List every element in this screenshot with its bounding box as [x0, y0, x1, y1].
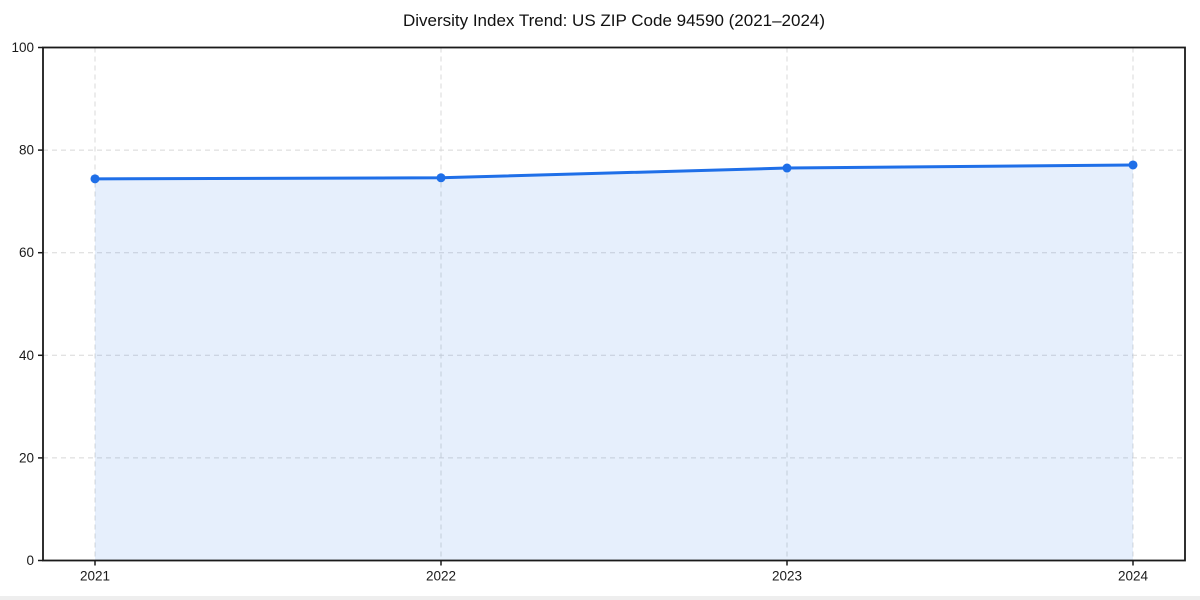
y-tick-label: 60 — [19, 245, 34, 260]
chart-title: Diversity Index Trend: US ZIP Code 94590… — [402, 11, 826, 30]
area-fill — [95, 164, 1133, 561]
axis-spines — [42, 46, 1186, 562]
data-point-marker — [1128, 160, 1138, 170]
y-tick-label: 40 — [19, 348, 34, 363]
data-point-marker — [782, 163, 792, 173]
x-tick-label: 2022 — [426, 569, 456, 584]
x-tick-label: 2021 — [80, 569, 110, 584]
y-tick-label: 20 — [19, 450, 34, 465]
trend-line — [93, 163, 1135, 181]
x-tick-label: 2023 — [772, 569, 802, 584]
data-point-marker — [90, 174, 100, 184]
y-tick-label: 80 — [19, 143, 34, 158]
y-tick-label: 0 — [26, 553, 34, 568]
window-bottom-edge — [0, 596, 1200, 600]
x-tick-label: 2024 — [1118, 569, 1149, 584]
y-tick-label: 100 — [11, 40, 34, 55]
data-point-marker — [436, 173, 446, 183]
